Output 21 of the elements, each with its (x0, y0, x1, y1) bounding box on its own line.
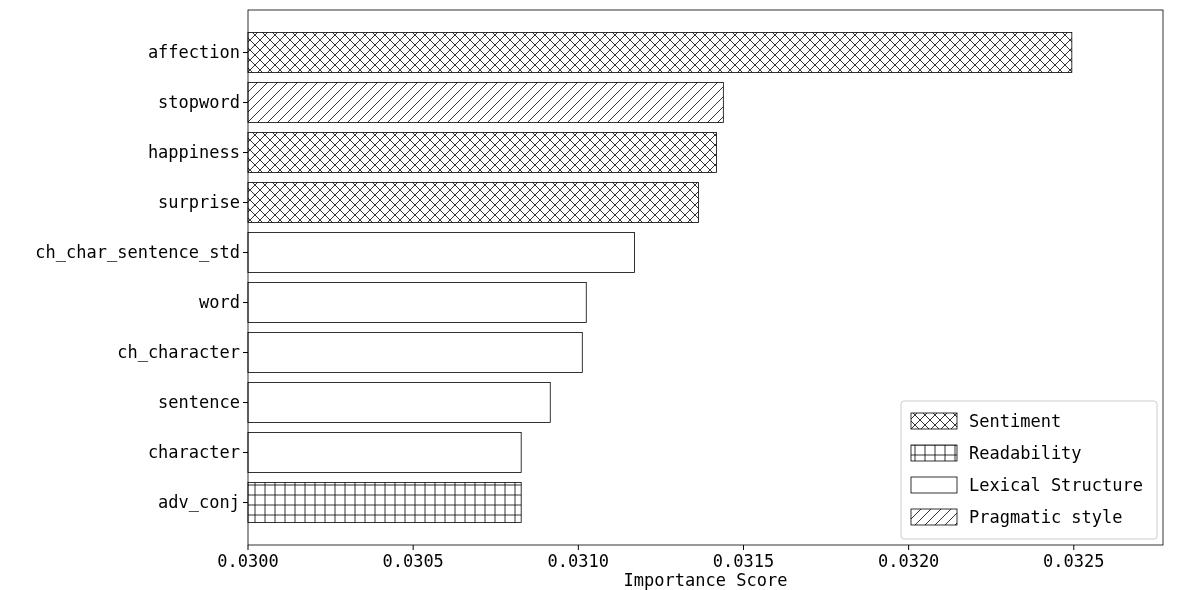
x-tick-label: 0.0325 (1043, 551, 1105, 571)
y-tick-label: happiness (147, 142, 240, 163)
y-tick-label: affection (147, 42, 240, 63)
y-tick-label: character (147, 442, 240, 463)
x-axis-title: Importance Score (623, 570, 788, 590)
x-tick-label: 0.0320 (877, 551, 940, 571)
x-tick-label: 0.0315 (712, 551, 775, 571)
x-tick-label: 0.0305 (382, 551, 444, 571)
y-tick-label: ch_char_sentence_std (35, 242, 240, 263)
y-tick-label: adv_conj (158, 492, 240, 513)
x-tick-label: 0.0310 (547, 551, 610, 571)
legend-label: Pragmatic style (969, 506, 1123, 527)
y-tick-label: surprise (158, 192, 240, 213)
legend-label: Lexical Structure (969, 474, 1143, 495)
legend-label: Sentiment (969, 410, 1062, 431)
x-tick-label: 0.0300 (217, 551, 279, 571)
y-tick-label: sentence (158, 392, 240, 413)
legend-label: Readability (969, 442, 1082, 463)
y-tick-label: word (199, 292, 240, 313)
y-tick-label: ch_character (117, 342, 240, 363)
y-tick-label: stopword (158, 92, 240, 113)
